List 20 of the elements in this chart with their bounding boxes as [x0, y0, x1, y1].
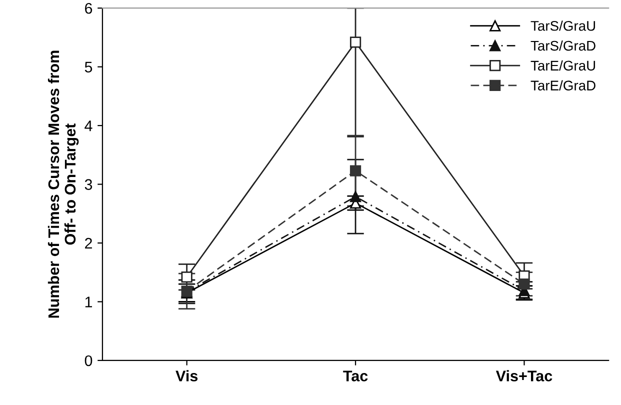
- y-tick-label: 4: [84, 120, 92, 132]
- point: [350, 36, 362, 48]
- x-tick-label: Tac: [343, 370, 368, 382]
- point: [350, 165, 362, 176]
- y-tick-label: 1: [85, 296, 92, 308]
- y-tick-label: 6: [85, 2, 92, 14]
- legend-label: TarS/GraU: [530, 20, 596, 31]
- x-tick-label: Vis+Tac: [496, 370, 552, 382]
- y-tick-label: 3: [84, 179, 92, 190]
- point: [181, 272, 192, 283]
- y-tick-label: 5: [84, 62, 92, 73]
- y-axis-title: Number of Times Cursor Moves from Off- to On-Target: [48, 50, 79, 318]
- y-tick-label: 0: [84, 355, 92, 366]
- legend-label: TarE/GraU: [530, 60, 596, 71]
- point: [350, 191, 362, 202]
- legend-label: TarE/GraD: [530, 80, 596, 90]
- legend-label: TarS/GraD: [530, 40, 596, 51]
- point: [518, 278, 530, 290]
- y-tick-label: 2: [85, 238, 92, 249]
- x-tick-label: Vis: [176, 370, 198, 382]
